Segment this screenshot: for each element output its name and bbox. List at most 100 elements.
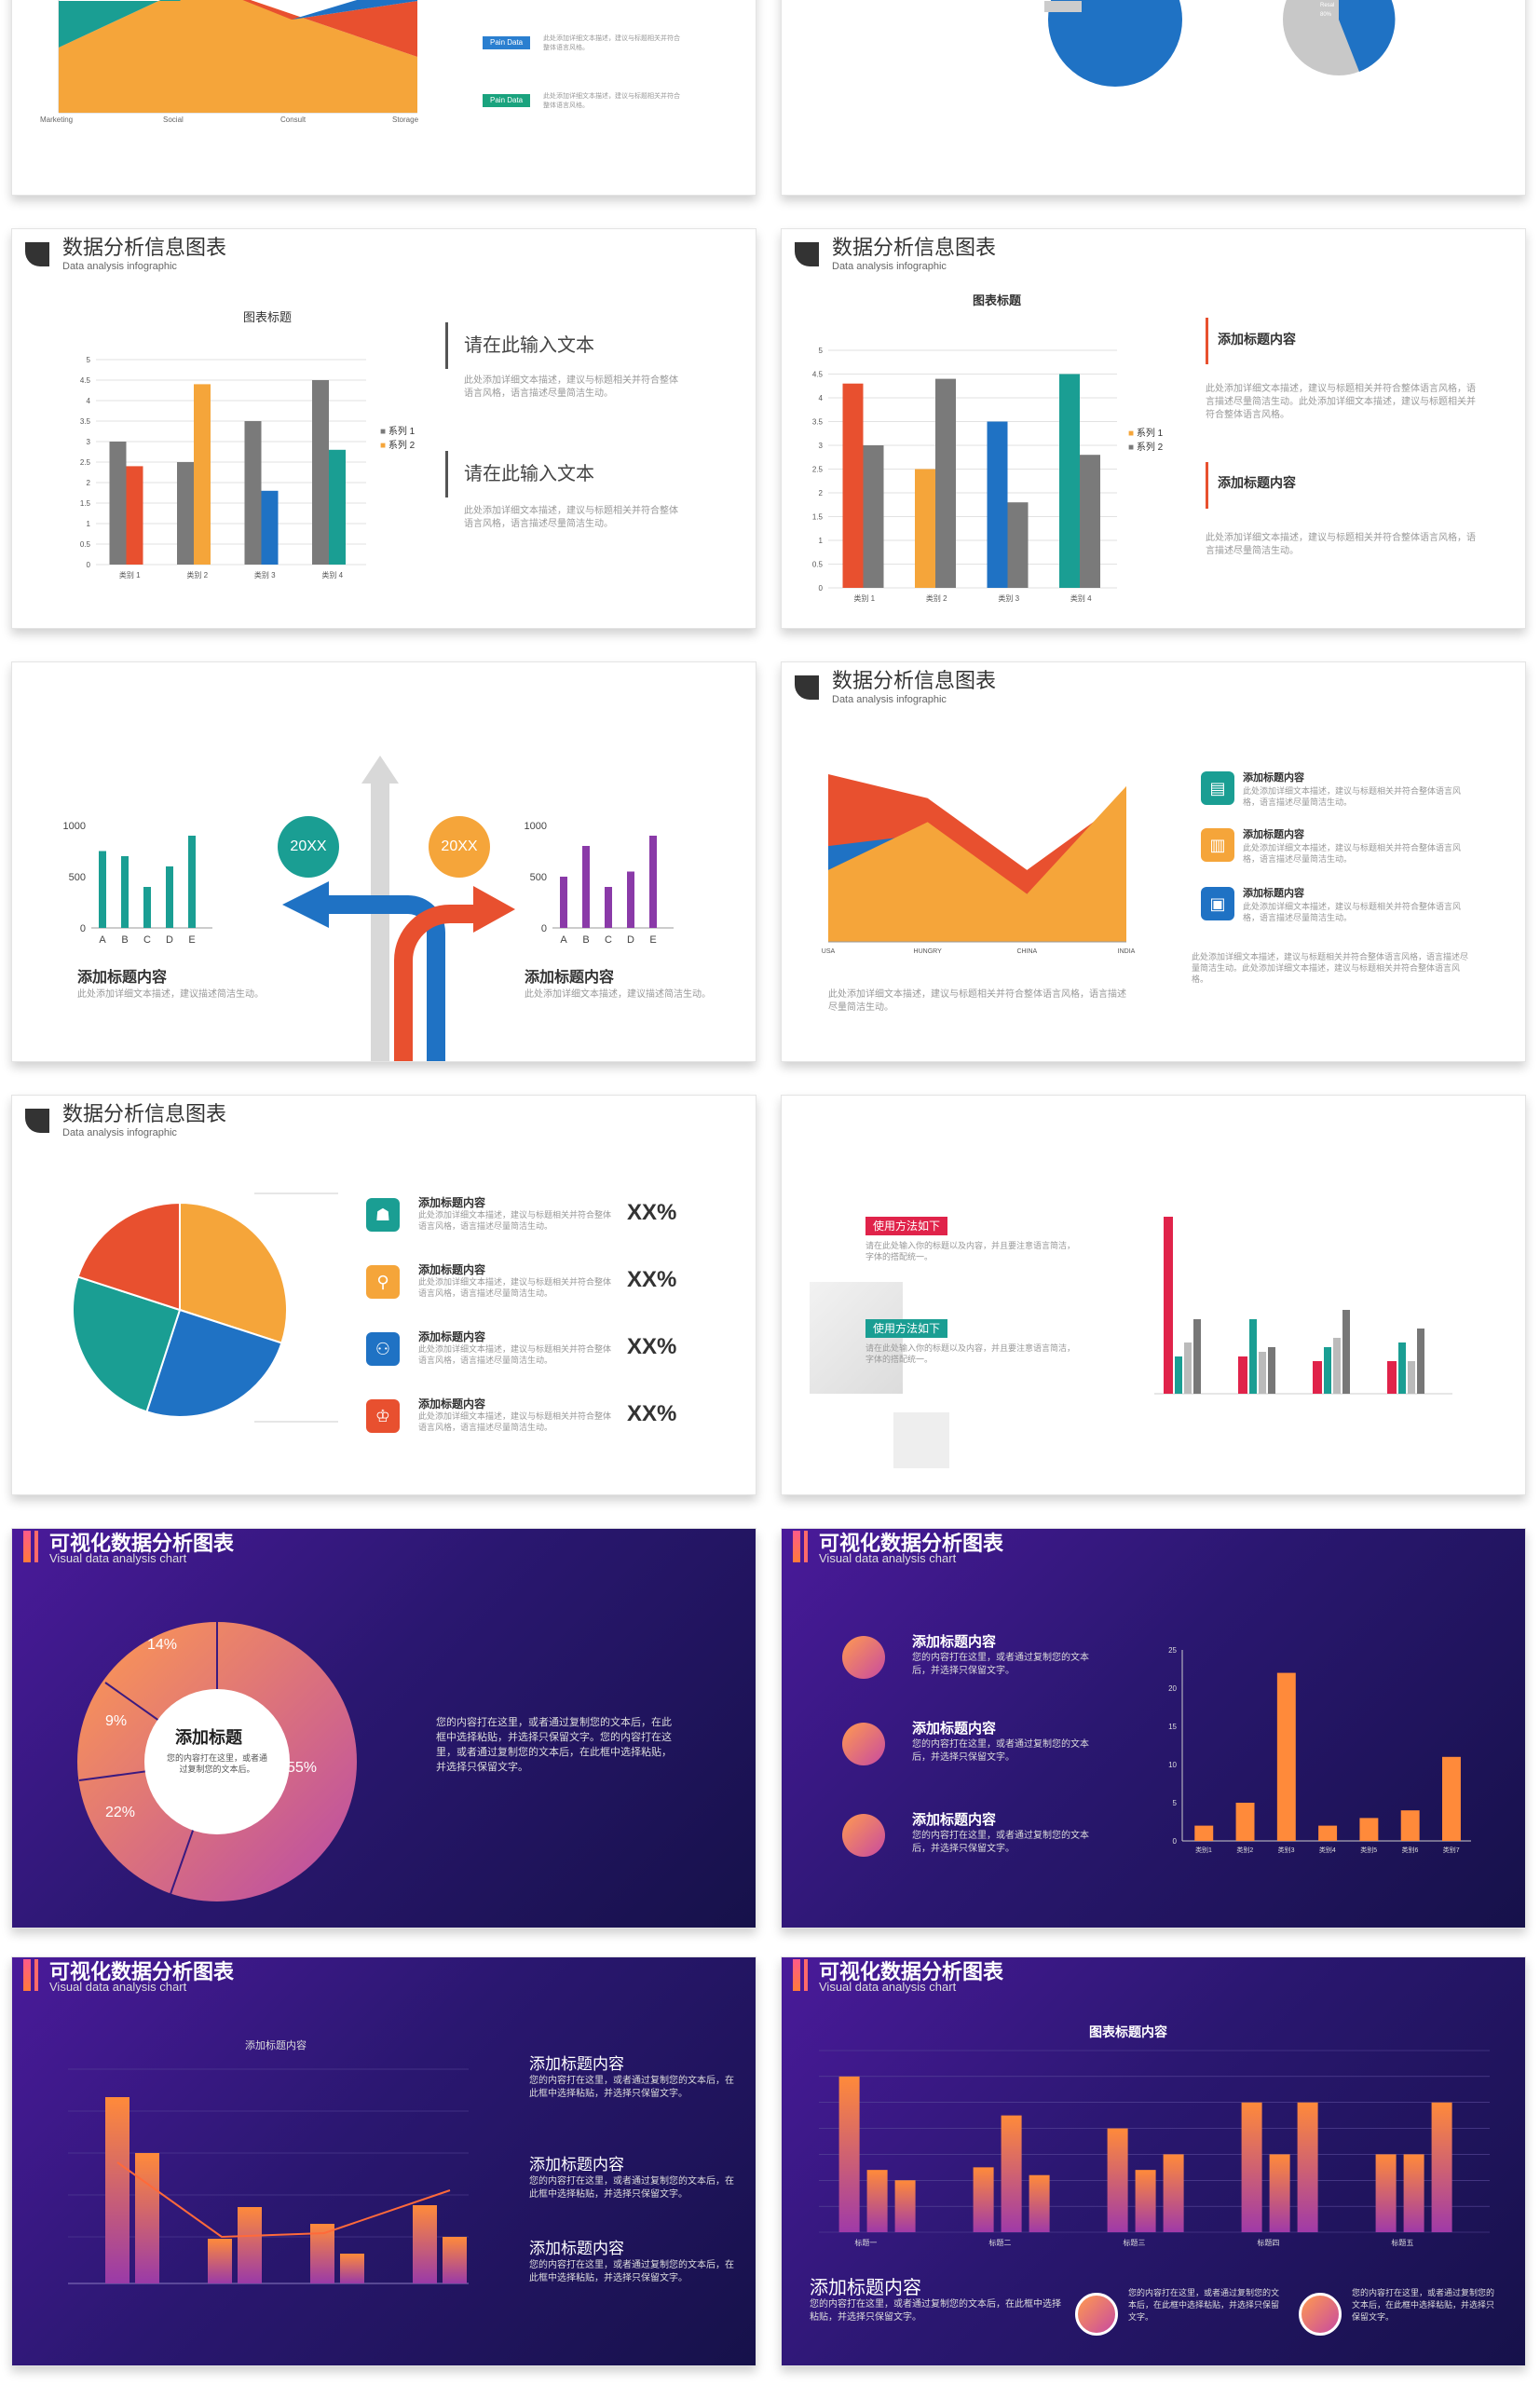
y-tick-label: 0 <box>1173 1837 1178 1846</box>
item-heading-2: 添加标题内容 <box>912 1721 997 1737</box>
connector-lines <box>254 1192 338 1423</box>
bar-chart-right: 0 500 1000 A B C D E <box>525 821 674 946</box>
c1-text-1: 此处添加详细文本描述，建议与标题相关并符合整体语言风格。 <box>543 35 680 51</box>
title-accent-2 <box>804 1531 808 1562</box>
bar <box>842 383 864 588</box>
area-series <box>828 785 1126 942</box>
trophy-icon: ♔ <box>366 1399 400 1433</box>
bar-line-chart <box>68 2068 469 2284</box>
bottom-heading: 添加标题内容 <box>810 2278 921 2298</box>
legend: ■ 系列 1 ■ 系列 2 <box>1128 425 1163 453</box>
slide-bar-chart-2: 数据分析信息图表 Data analysis infographic 图表标题 … <box>781 228 1526 629</box>
title-accent-2 <box>34 1531 38 1562</box>
slide-title: 数据分析信息图表 <box>832 669 997 692</box>
legend-swatch: ■ <box>380 427 388 437</box>
x-tick-label: B <box>121 934 128 946</box>
title-accent <box>23 1959 31 1991</box>
bar-chart-1: 0 0.5 1 1.5 2 2.5 3 3.5 4 4.5 5 类别 1 类别 2 类别 3 类别 4 <box>80 356 366 579</box>
text-2: 此处添加详细文本描述，建议与标题相关并符合整体语言风格，语言描述尽量简洁生动。 <box>1206 533 1476 556</box>
slide-bar-chart-1: 数据分析信息图表 Data analysis infographic 图表标题 … <box>11 228 756 629</box>
slide-subtitle: Visual data analysis chart <box>49 1551 187 1565</box>
header-icon <box>795 242 819 266</box>
bottom-text: 您的内容打在这里，或者通过复制您的文本后，在此框中选择粘贴，并选择只保留文字。 <box>810 2299 1061 2323</box>
usage-tag-2: 使用方法如下 <box>865 1319 948 1338</box>
bar <box>312 380 329 565</box>
x-label-consult: Consult <box>280 116 307 124</box>
legend-item-series1: ■ 系列 1 <box>1128 425 1163 439</box>
item-heading-3: 添加标题内容 <box>418 1330 486 1343</box>
bar <box>935 378 956 588</box>
pie-chart <box>72 1201 288 1418</box>
x-tick-label: 类别 2 <box>926 593 947 603</box>
item-text-1: 此处添加详细文本描述，建议与标题相关并符合整体语言风格，语言描述尽量简洁生动。 <box>418 1210 612 1231</box>
bar <box>143 887 151 928</box>
y-tick-label: 0 <box>819 584 824 593</box>
item-text-3: 此处添加详细文本描述，建议与标题相关并符合整体语言风格，语言描述尽量简洁生动。 <box>1243 902 1462 922</box>
x-tick-label: 类别 1 <box>853 593 875 603</box>
slide-pie-chart: 数据分析信息图表 Data analysis infographic ☗ 添加标… <box>11 1095 756 1495</box>
x-tick-label: 类别 4 <box>321 570 343 579</box>
text-1: 此处添加详细文本描述，建议与标题相关并符合整体语言风格，语言描述尽量简洁生动。 <box>464 375 678 399</box>
item-text-4: 此处添加详细文本描述，建议与标题相关并符合整体语言风格，语言描述尽量简洁生动。 <box>418 1411 612 1432</box>
bar <box>560 877 567 928</box>
usage-text-1: 请在此处输入你的标题以及内容，并且要注意语言简洁，字体的搭配统一。 <box>865 1241 1076 1261</box>
y-tick-label: 4.5 <box>80 376 91 385</box>
bar <box>261 490 279 565</box>
area-chart: USA HUNGRY CHINA INDIA <box>822 774 1136 955</box>
title-accent-2 <box>804 1959 808 1991</box>
building-icon: ☗ <box>366 1198 400 1232</box>
bar-chart-orange: 0 5 10 15 20 25 类别1 类别2 类别3 类别4 类别5 类别6 类别7 <box>1168 1646 1471 1854</box>
pie-label-resal: Resal <box>1320 3 1335 8</box>
chart-title: 图表标题 <box>243 310 293 324</box>
heading-left: 添加标题内容 <box>77 970 168 986</box>
heading-right: 添加标题内容 <box>525 970 615 986</box>
bar <box>1241 2102 1262 2232</box>
legend-item-series2: ■ 系列 2 <box>380 437 415 451</box>
y-tick-label: 500 <box>69 872 86 883</box>
bar <box>1442 1756 1461 1841</box>
y-tick-label: 1000 <box>63 821 86 832</box>
title-accent <box>793 1959 800 1991</box>
bar <box>1297 2102 1318 2232</box>
donut-label-9: 9% <box>105 1713 128 1729</box>
slide-subtitle: Data analysis infographic <box>832 261 947 272</box>
divider-1 <box>1206 318 1208 364</box>
usage-text-2: 请在此处输入你的标题以及内容，并且要注意语言简洁，字体的搭配统一。 <box>865 1343 1076 1364</box>
y-tick-label: 4.5 <box>812 371 824 379</box>
x-tick-label: D <box>627 934 634 946</box>
bar <box>973 2167 994 2232</box>
bar <box>194 384 211 565</box>
item-text-2: 此处添加详细文本描述，建议与标题相关并符合整体语言风格，语言描述尽量简洁生动。 <box>418 1277 612 1298</box>
bar <box>863 445 884 588</box>
y-tick-label: 3.5 <box>80 417 91 426</box>
header-icon <box>795 675 819 700</box>
item-value-4: XX% <box>627 1401 677 1426</box>
donut-label-55: 55% <box>287 1760 318 1776</box>
item-heading-2: 添加标题内容 <box>418 1263 486 1276</box>
x-tick-label: 类别 1 <box>119 570 141 579</box>
bar <box>1163 2154 1184 2232</box>
slide-title: 数据分析信息图表 <box>62 1102 227 1125</box>
item-value-2: XX% <box>627 1267 677 1292</box>
bar <box>1235 1803 1255 1841</box>
slide-subtitle: Visual data analysis chart <box>819 1980 957 1994</box>
y-tick-label: 5 <box>819 347 824 355</box>
item-text-2: 您的内容打在这里，或者通过复制您的文本后，并选择只保留文字。 <box>912 1739 1089 1763</box>
pie-slice <box>72 1275 182 1413</box>
x-tick-label: 类别5 <box>1360 1846 1377 1854</box>
bar <box>1403 2154 1424 2232</box>
slide-donut-chart: 可视化数据分析图表 Visual data analysis chart 添加标… <box>11 1528 756 1928</box>
x-tick-label: C <box>605 934 612 946</box>
badge-right: 20XX <box>429 816 490 878</box>
donut-label-22: 22% <box>105 1805 136 1820</box>
tag-pain-data-2: Pain Data <box>483 94 531 107</box>
y-tick-label: 2 <box>819 489 824 497</box>
chart-title: 图表标题内容 <box>1089 2024 1167 2039</box>
bar <box>1080 455 1100 588</box>
y-tick-label: 3 <box>819 442 824 450</box>
legend-label: 系列 2 <box>388 441 416 451</box>
slide-title: 可视化数据分析图表 <box>819 1960 1004 1983</box>
bar <box>166 866 173 928</box>
donut-chart <box>77 1622 357 1901</box>
bar <box>838 2076 860 2232</box>
